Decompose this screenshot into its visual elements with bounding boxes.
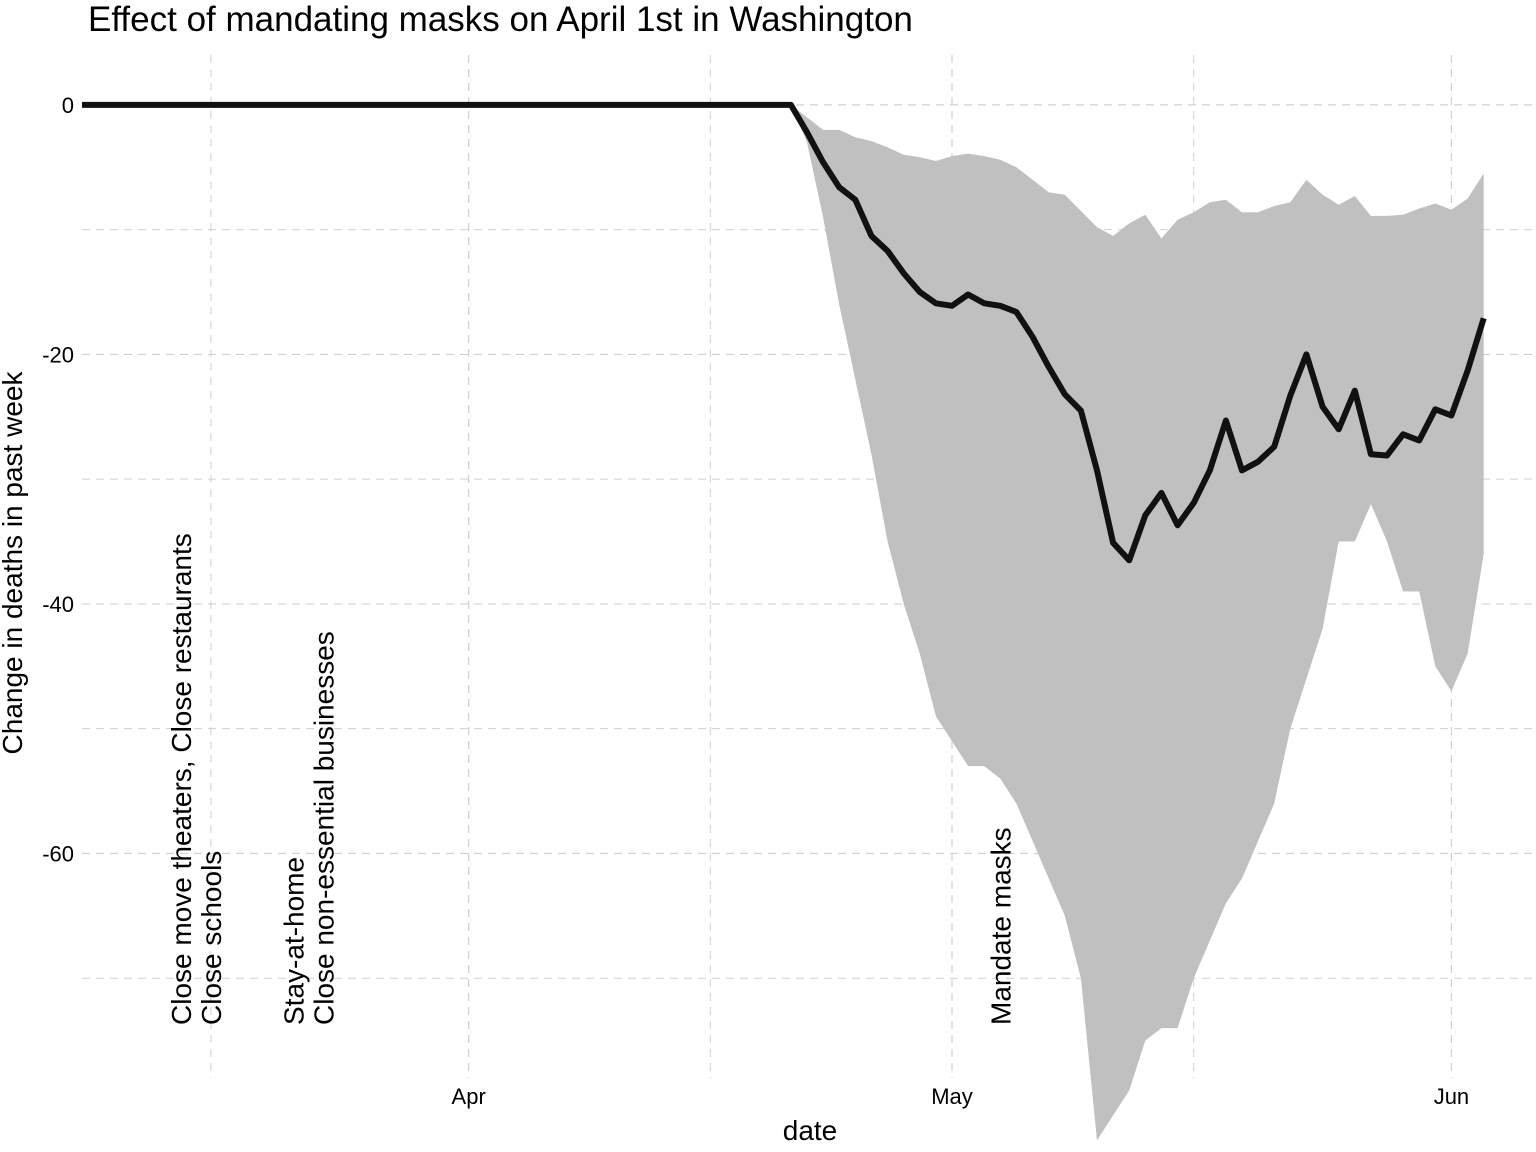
y-tick-label: -20 xyxy=(42,342,74,367)
mean-change-line xyxy=(82,101,1487,564)
y-tick-label: 0 xyxy=(62,93,74,118)
y-tick-label: -40 xyxy=(42,592,74,617)
annotation-label: Stay-at-home xyxy=(279,857,310,1025)
x-axis-ticks: Apr May Jun xyxy=(452,1084,1470,1109)
chart-title: Effect of mandating masks on April 1st i… xyxy=(88,0,913,39)
annotation-label: Close non-essential businesses xyxy=(309,631,340,1025)
mean-line-layer xyxy=(82,101,1487,564)
y-axis-ticks: 0 -20 -40 -60 xyxy=(42,93,74,867)
annotation-label: Close move theaters, Close restaurants xyxy=(166,533,197,1025)
y-axis-title: Change in deaths in past week xyxy=(0,371,28,755)
x-tick-label: Jun xyxy=(1434,1084,1469,1109)
x-tick-label: May xyxy=(931,1084,973,1109)
annotation-label: Close schools xyxy=(196,851,227,1025)
y-tick-label: -60 xyxy=(42,841,74,866)
x-tick-label: Apr xyxy=(452,1084,486,1109)
x-axis-title: date xyxy=(783,1115,838,1146)
annotation-label: Mandate masks xyxy=(985,827,1016,1025)
annotation-layer: Close move theaters, Close restaurants Cl… xyxy=(166,533,1016,1025)
